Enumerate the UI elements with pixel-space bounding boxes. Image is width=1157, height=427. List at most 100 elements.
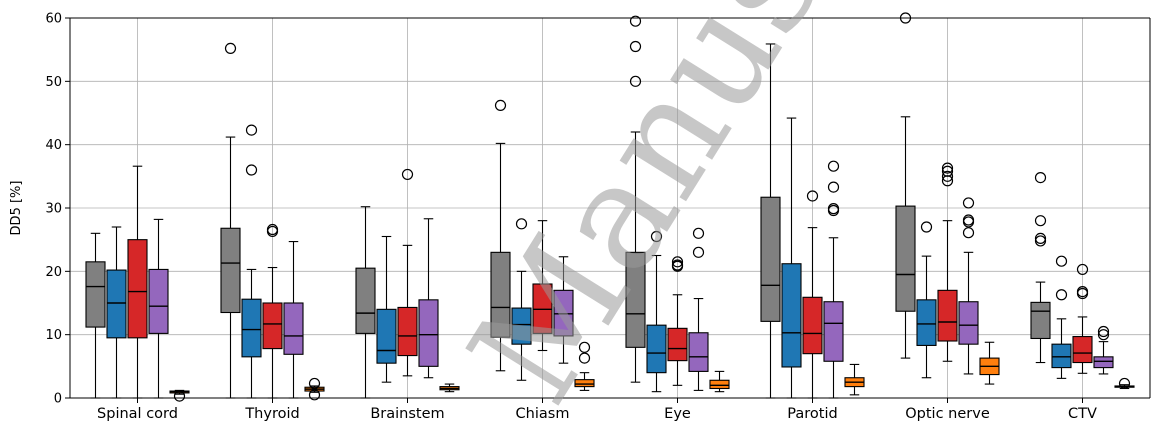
outlier-point xyxy=(308,389,321,401)
outlier-point xyxy=(962,227,975,239)
y-tick-label: 30 xyxy=(45,202,62,217)
box xyxy=(895,12,916,359)
outlier-point xyxy=(941,162,954,174)
box xyxy=(937,162,958,362)
box xyxy=(1072,263,1093,374)
y-tick-label: 50 xyxy=(45,75,62,90)
box-rect xyxy=(760,196,781,322)
outlier-point xyxy=(962,197,975,209)
box-rect xyxy=(355,267,376,334)
box xyxy=(355,206,376,399)
box-rect xyxy=(958,301,979,345)
outlier-point xyxy=(401,168,414,181)
box xyxy=(1051,255,1072,379)
box-rect xyxy=(1093,356,1114,369)
outlier-point xyxy=(308,377,321,390)
y-tick-label: 60 xyxy=(45,12,62,27)
box-rect xyxy=(823,301,844,362)
category-label: Brainstem xyxy=(370,406,444,422)
outlier-point xyxy=(671,259,684,271)
box xyxy=(574,341,595,391)
outlier-point xyxy=(650,230,663,243)
outlier-point xyxy=(671,256,684,268)
category-box-group xyxy=(490,99,595,391)
box xyxy=(283,241,304,399)
outlier-point xyxy=(827,203,840,215)
outlier-point xyxy=(920,221,933,233)
box-rect xyxy=(574,379,595,388)
category-label: Parotid xyxy=(787,406,837,422)
box-rect xyxy=(1030,301,1051,340)
outlier-point xyxy=(1076,263,1089,276)
box-groups xyxy=(85,12,1135,402)
box-rect xyxy=(781,263,802,368)
box-rect xyxy=(397,306,418,357)
box xyxy=(376,235,397,383)
box-rect xyxy=(106,269,127,339)
outlier-point xyxy=(1055,289,1068,301)
box xyxy=(688,227,709,391)
outlier-point xyxy=(494,99,507,112)
category-box-group xyxy=(895,12,1000,385)
axes: 0 10 20 30 40 50 60 Spinal cord Thyroid Brainstem… xyxy=(45,12,1151,422)
category-box-group xyxy=(625,15,730,393)
box xyxy=(844,363,865,396)
outlier-point xyxy=(941,165,954,177)
box xyxy=(1093,325,1114,375)
box-rect xyxy=(646,324,667,374)
box-rect xyxy=(85,261,106,328)
box-rect xyxy=(376,308,397,364)
category-box-group xyxy=(220,42,325,401)
box xyxy=(667,256,688,386)
box xyxy=(511,218,532,381)
box-rect xyxy=(511,307,532,345)
box xyxy=(823,160,844,399)
box xyxy=(553,256,574,364)
box-rect xyxy=(802,296,823,355)
box xyxy=(241,124,262,399)
box xyxy=(916,221,937,379)
outlier-point xyxy=(692,227,705,239)
outlier-point xyxy=(173,390,186,402)
category-box-group xyxy=(760,43,865,399)
box-rect xyxy=(625,251,646,348)
outlier-point xyxy=(1055,255,1068,267)
box-rect xyxy=(895,205,916,312)
box xyxy=(625,15,646,383)
box-rect xyxy=(688,332,709,372)
box xyxy=(760,43,781,399)
outlier-point xyxy=(266,223,279,236)
category-label: Spinal cord xyxy=(97,406,178,422)
outlier-point xyxy=(629,15,642,27)
category-label: Chiasm xyxy=(516,406,570,422)
outlier-point xyxy=(629,75,642,87)
box xyxy=(802,190,823,399)
outlier-point xyxy=(1097,329,1110,341)
box xyxy=(418,218,439,379)
box xyxy=(106,226,127,399)
box-rect xyxy=(709,379,730,390)
category-box-group xyxy=(355,168,460,399)
box xyxy=(220,42,241,399)
category-box-group xyxy=(85,165,190,402)
outlier-point xyxy=(629,40,642,53)
category-box-group xyxy=(1030,172,1135,390)
outlier-point xyxy=(827,181,840,193)
box-rect xyxy=(220,227,241,314)
box xyxy=(1030,172,1051,364)
outlier-point xyxy=(1118,377,1131,390)
box xyxy=(490,99,511,372)
box-rect xyxy=(127,239,148,339)
box xyxy=(304,377,325,401)
outlier-point xyxy=(578,352,591,364)
box-rect xyxy=(1051,343,1072,369)
category-label: Thyroid xyxy=(244,406,299,422)
outlier-point xyxy=(1076,286,1089,298)
box xyxy=(1114,377,1135,390)
box xyxy=(979,341,1000,385)
y-tick-label: 20 xyxy=(45,265,62,280)
outlier-point xyxy=(224,42,237,55)
box xyxy=(439,383,460,393)
outlier-point xyxy=(1034,172,1047,184)
